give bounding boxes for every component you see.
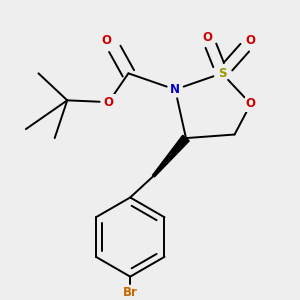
Text: O: O — [246, 98, 256, 110]
Text: O: O — [102, 34, 112, 47]
Text: N: N — [170, 83, 180, 96]
Text: Br: Br — [123, 286, 138, 299]
Text: O: O — [202, 31, 213, 44]
Text: O: O — [103, 96, 114, 109]
Polygon shape — [153, 135, 189, 177]
Text: S: S — [218, 67, 226, 80]
Text: O: O — [246, 34, 256, 47]
